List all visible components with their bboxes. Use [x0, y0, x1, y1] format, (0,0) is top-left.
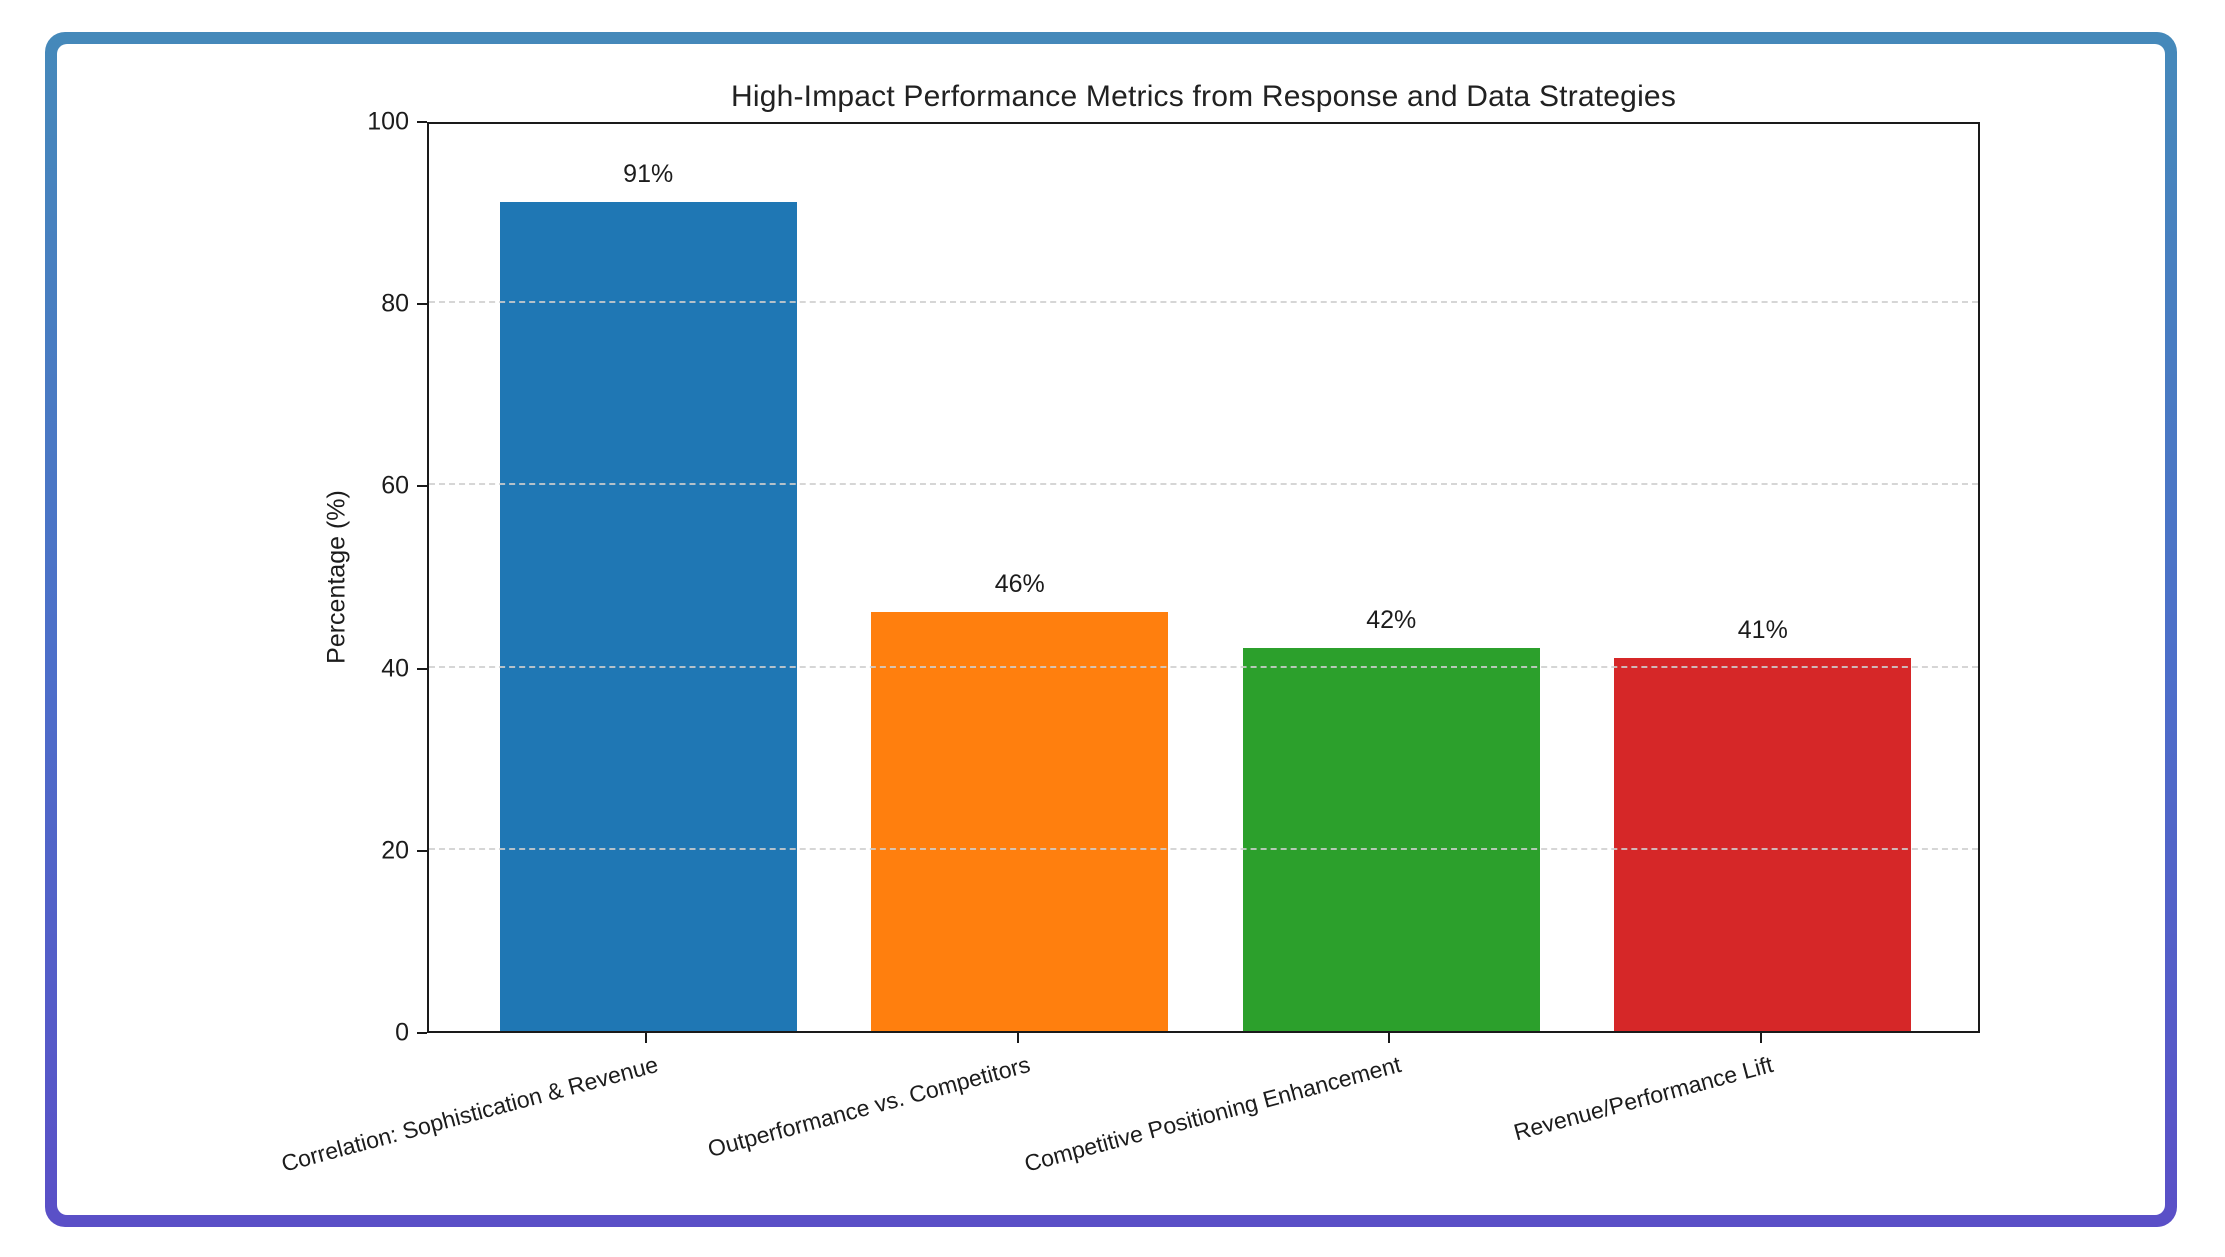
y-tick-mark-80: [417, 303, 427, 306]
bar-0: [499, 202, 797, 1031]
bar-1: [871, 611, 1169, 1031]
bar-value-label-0: 91%: [623, 160, 674, 188]
y-tick-mark-0: [417, 1032, 427, 1034]
plot-area: 91% 46% 42% 41%: [427, 122, 1980, 1033]
x-tick-mark-3: [1759, 1033, 1762, 1043]
y-tick-mark-40: [417, 667, 427, 670]
chart-title: High-Impact Performance Metrics from Res…: [730, 80, 1677, 113]
y-tick-label-100: 100: [367, 107, 409, 136]
bar-value-label-2: 42%: [1366, 606, 1417, 635]
bar-3: [1614, 657, 1912, 1031]
gridline-80: [429, 301, 1978, 304]
x-tick-mark-2: [1388, 1033, 1391, 1043]
bar-value-label-1: 46%: [994, 569, 1045, 598]
x-tick-mark-1: [1016, 1033, 1019, 1043]
gridline-60: [429, 483, 1978, 486]
y-tick-label-60: 60: [381, 471, 409, 500]
y-tick-label-40: 40: [381, 654, 409, 683]
x-tick-mark-0: [645, 1033, 648, 1043]
y-axis-label: Percentage (%): [322, 490, 351, 664]
y-tick-mark-60: [417, 485, 427, 488]
gridline-40: [429, 665, 1978, 668]
bar-2: [1242, 648, 1540, 1031]
y-tick-label-80: 80: [381, 289, 409, 318]
y-tick-label-0: 0: [395, 1018, 409, 1047]
y-tick-mark-20: [417, 849, 427, 852]
bar-value-label-3: 41%: [1737, 615, 1788, 644]
gridline-20: [429, 847, 1978, 850]
y-tick-label-20: 20: [381, 836, 409, 865]
y-tick-mark-100: [417, 121, 427, 123]
